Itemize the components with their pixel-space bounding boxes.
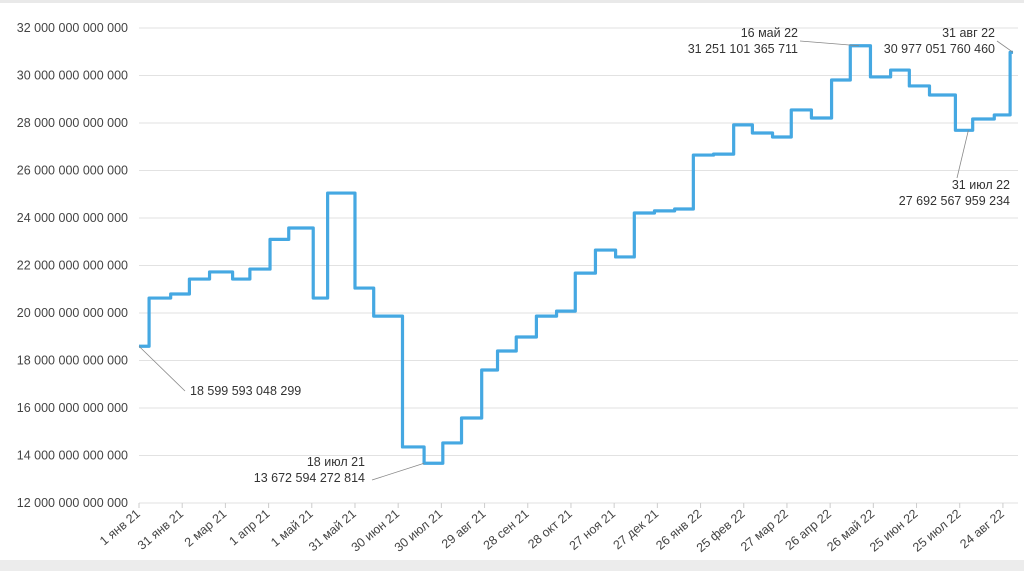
- y-tick-label: 18 000 000 000 000: [17, 354, 128, 368]
- x-tick-label: 25 фев 22: [694, 507, 748, 555]
- y-tick-label: 12 000 000 000 000: [17, 496, 128, 510]
- x-tick-label: 29 авг 21: [439, 507, 489, 552]
- y-tick-label: 26 000 000 000 000: [17, 164, 128, 178]
- x-tick-label: 25 июл 22: [910, 507, 964, 555]
- x-tick-label: 31 янв 21: [135, 507, 186, 553]
- x-tick-label: 28 сен 21: [481, 507, 532, 553]
- annotation-date: 31 авг 22: [942, 26, 995, 40]
- y-tick-label: 28 000 000 000 000: [17, 116, 128, 130]
- y-tick-label: 22 000 000 000 000: [17, 259, 128, 273]
- annotation-value: 18 599 593 048 299: [190, 384, 301, 398]
- x-tick-label: 27 ноя 21: [567, 507, 618, 553]
- annotation-date: 31 июл 22: [952, 178, 1010, 192]
- x-tick-label: 24 авг 22: [957, 507, 1007, 552]
- x-tick-label: 30 июл 21: [392, 507, 446, 555]
- y-tick-label: 30 000 000 000 000: [17, 69, 128, 83]
- y-tick-label: 24 000 000 000 000: [17, 211, 128, 225]
- annotation-leader: [371, 462, 425, 481]
- annotation-leader: [138, 345, 186, 392]
- bottom-border: [0, 560, 1024, 571]
- annotation-leader: [956, 130, 969, 179]
- annotation-leader: [996, 40, 1014, 53]
- annotation-value: 31 251 101 365 711: [688, 42, 798, 56]
- annotation-date: 18 июл 21: [307, 455, 365, 469]
- y-tick-label: 14 000 000 000 000: [17, 449, 128, 463]
- series-line: [139, 44, 1013, 465]
- x-tick-label: 27 дек 21: [611, 507, 662, 553]
- x-tick-label: 27 мар 22: [738, 507, 791, 555]
- y-tick-label: 32 000 000 000 000: [17, 21, 128, 35]
- top-border: [0, 0, 1024, 3]
- annotation-value: 13 672 594 272 814: [254, 471, 365, 485]
- annotation-date: 16 май 22: [741, 26, 798, 40]
- x-tick-label: 1 апр 21: [226, 507, 272, 549]
- y-tick-label: 20 000 000 000 000: [17, 306, 128, 320]
- x-tick-label: 2 мар 21: [182, 507, 230, 550]
- annotation-value: 30 977 051 760 460: [884, 42, 995, 56]
- annotation-leader: [799, 40, 859, 47]
- annotation-value: 27 692 567 959 234: [899, 194, 1010, 208]
- y-tick-label: 16 000 000 000 000: [17, 401, 128, 415]
